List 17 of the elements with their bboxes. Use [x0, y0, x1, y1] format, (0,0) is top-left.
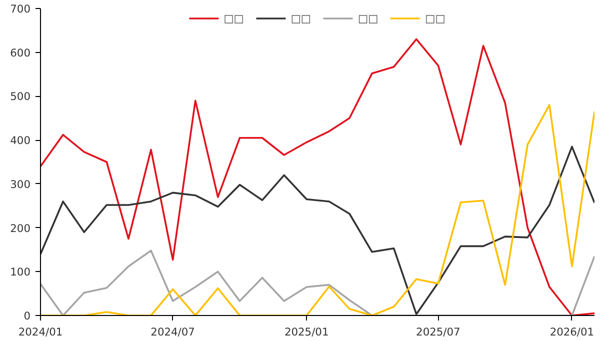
- x-tick-label: 2024/01: [18, 326, 63, 338]
- y-tick-label: 100: [10, 266, 31, 279]
- x-tick-label: 2026/01: [550, 326, 594, 338]
- legend-label: □□: [224, 12, 244, 24]
- y-tick-label: 300: [10, 178, 31, 191]
- legend-label: □□: [290, 12, 311, 24]
- y-tick-label: 700: [10, 2, 31, 16]
- legend-label: □□: [358, 12, 378, 24]
- x-tick-label: 2025/01: [284, 326, 329, 338]
- y-tick-label: 0: [24, 310, 31, 322]
- y-tick-label: 500: [10, 90, 31, 104]
- y-tick-label: 200: [10, 222, 31, 235]
- x-tick-label: 2024/07: [150, 326, 195, 338]
- x-tick-label: 2025/07: [416, 326, 460, 338]
- y-tick-label: 400: [10, 134, 31, 148]
- legend-label: □□: [425, 12, 446, 24]
- y-tick-label: 600: [10, 46, 31, 60]
